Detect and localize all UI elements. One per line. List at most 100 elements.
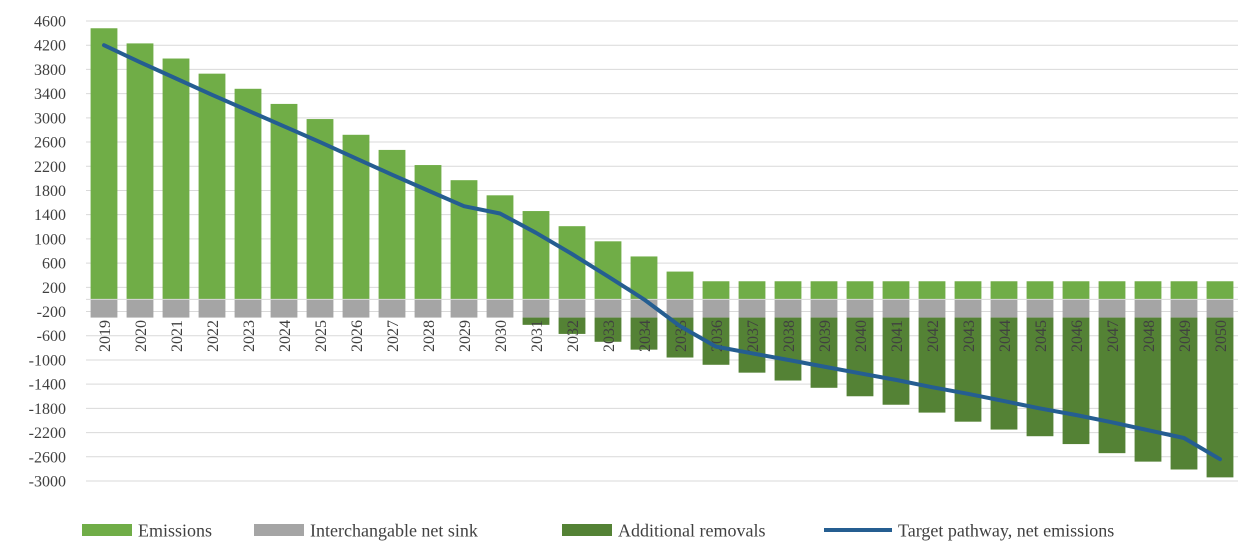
interchangable-net-sink-bar-2022 — [198, 299, 226, 318]
interchangable-net-sink-bar-2050 — [1206, 299, 1234, 318]
emissions-bar-2029 — [450, 180, 478, 300]
target-pathway-point-2049 — [1183, 437, 1185, 439]
emissions-bar-2024 — [270, 103, 298, 300]
x-tick-label: 2046 — [1069, 320, 1086, 352]
x-tick-label: 2034 — [637, 320, 654, 352]
y-tick-label: 3000 — [34, 110, 66, 127]
target-pathway-point-2050 — [1219, 458, 1221, 460]
target-pathway-point-2041 — [895, 379, 897, 381]
additional-removals-bar-2048 — [1134, 317, 1162, 462]
x-tick-label: 2023 — [241, 320, 258, 352]
interchangable-net-sink-bar-2036 — [702, 299, 730, 318]
interchangable-net-sink-bar-2032 — [558, 299, 586, 318]
additional-removals-bar-2039 — [810, 317, 838, 388]
interchangable-net-sink-bar-2029 — [450, 299, 478, 318]
x-tick-label: 2021 — [169, 320, 186, 352]
target-pathway-point-2019 — [103, 44, 105, 46]
emissions-bar-2043 — [954, 281, 982, 300]
target-pathway-point-2024 — [283, 125, 285, 127]
additional-removals-bar-2034 — [630, 317, 658, 350]
interchangable-net-sink-bar-2021 — [162, 299, 190, 318]
interchangable-net-sink-bar-2026 — [342, 299, 370, 318]
legend: Emissions Interchangable net sink Addition… — [82, 521, 1114, 541]
additional-removals-bar-2041 — [882, 317, 910, 405]
legend-label-additional-removals: Additional removals — [618, 521, 765, 541]
emissions-bar-2046 — [1062, 281, 1090, 300]
interchangable-net-sink-bar-2037 — [738, 299, 766, 318]
interchangable-net-sink-bar-2024 — [270, 299, 298, 318]
target-pathway-point-2026 — [355, 157, 357, 159]
interchangable-net-sink-bar-2027 — [378, 299, 406, 318]
x-tick-label: 2050 — [1213, 320, 1230, 352]
legend-swatch-emissions — [82, 524, 132, 536]
target-pathway-point-2034 — [643, 298, 645, 300]
x-tick-label: 2026 — [349, 320, 366, 352]
interchangable-net-sink-bar-2049 — [1170, 299, 1198, 318]
bars — [90, 28, 1234, 478]
x-tick-label: 2045 — [1033, 320, 1050, 352]
target-pathway-point-2045 — [1039, 407, 1041, 409]
additional-removals-bar-2032 — [558, 317, 586, 334]
target-pathway-point-2021 — [175, 78, 177, 79]
legend-swatch-interchangable-net-sink — [254, 524, 304, 536]
x-tick-label: 2029 — [457, 320, 474, 352]
interchangable-net-sink-bar-2048 — [1134, 299, 1162, 318]
target-pathway-point-2031 — [535, 232, 537, 234]
emissions-bar-2037 — [738, 281, 766, 300]
emissions-bar-2036 — [702, 281, 730, 300]
x-tick-label: 2037 — [745, 320, 762, 352]
x-axis-tick-labels: 2019 2020 2021 2022 2023 2024 2025 2026 2027 2028… — [97, 320, 1230, 352]
y-tick-label: 4200 — [34, 38, 66, 55]
y-tick-label: 200 — [42, 280, 66, 297]
y-tick-label: -200 — [37, 304, 66, 321]
interchangable-net-sink-bar-2019 — [90, 299, 118, 318]
target-pathway-point-2040 — [859, 372, 861, 374]
additional-removals-bar-2037 — [738, 317, 766, 373]
additional-removals-bar-2045 — [1026, 317, 1054, 437]
emissions-bar-2020 — [126, 43, 154, 300]
interchangable-net-sink-bar-2031 — [522, 299, 550, 318]
target-pathway-point-2039 — [823, 366, 825, 368]
target-pathway-point-2027 — [391, 174, 393, 176]
x-tick-label: 2020 — [133, 320, 150, 352]
interchangable-net-sink-bar-2042 — [918, 299, 946, 318]
target-pathway-point-2035 — [679, 325, 681, 327]
additional-removals-bar-2033 — [594, 317, 622, 342]
x-tick-label: 2040 — [853, 320, 870, 352]
additional-removals-bar-2038 — [774, 317, 802, 381]
target-pathway-point-2043 — [967, 393, 969, 395]
target-pathway-point-2038 — [787, 359, 789, 361]
emissions-bar-2022 — [198, 73, 226, 300]
x-tick-label: 2042 — [925, 320, 942, 352]
emissions-bar-2021 — [162, 58, 190, 300]
interchangable-net-sink-bar-2047 — [1098, 299, 1126, 318]
y-tick-label: 1800 — [34, 183, 66, 200]
emissions-bar-2032 — [558, 226, 586, 300]
interchangable-net-sink-bar-2025 — [306, 299, 334, 318]
interchangable-net-sink-bar-2040 — [846, 299, 874, 318]
target-pathway-point-2030 — [499, 212, 501, 214]
y-tick-label: 1000 — [34, 231, 66, 248]
interchangable-net-sink-bar-2043 — [954, 299, 982, 318]
y-tick-label: -600 — [37, 328, 66, 345]
emissions-bar-2041 — [882, 281, 910, 300]
interchangable-net-sink-bar-2033 — [594, 299, 622, 318]
emissions-bar-2050 — [1206, 281, 1234, 300]
interchangable-net-sink-bar-2023 — [234, 299, 262, 318]
x-tick-label: 2039 — [817, 320, 834, 352]
target-pathway-line — [102, 43, 1222, 462]
interchangable-net-sink-bar-2046 — [1062, 299, 1090, 318]
emissions-bar-2044 — [990, 281, 1018, 300]
additional-removals-bar-2047 — [1098, 317, 1126, 454]
emissions-bar-2045 — [1026, 281, 1054, 300]
emissions-bar-2042 — [918, 281, 946, 300]
x-tick-label: 2043 — [961, 320, 978, 352]
target-pathway-point-2048 — [1147, 429, 1149, 431]
interchangable-net-sink-bar-2038 — [774, 299, 802, 318]
legend-label-target-pathway-net-emissions: Target pathway, net emissions — [898, 521, 1114, 541]
x-tick-label: 2047 — [1105, 320, 1122, 352]
x-tick-label: 2019 — [97, 320, 114, 352]
x-tick-label: 2027 — [385, 320, 402, 352]
x-tick-label: 2025 — [313, 320, 330, 352]
target-pathway-point-2029 — [463, 205, 465, 207]
